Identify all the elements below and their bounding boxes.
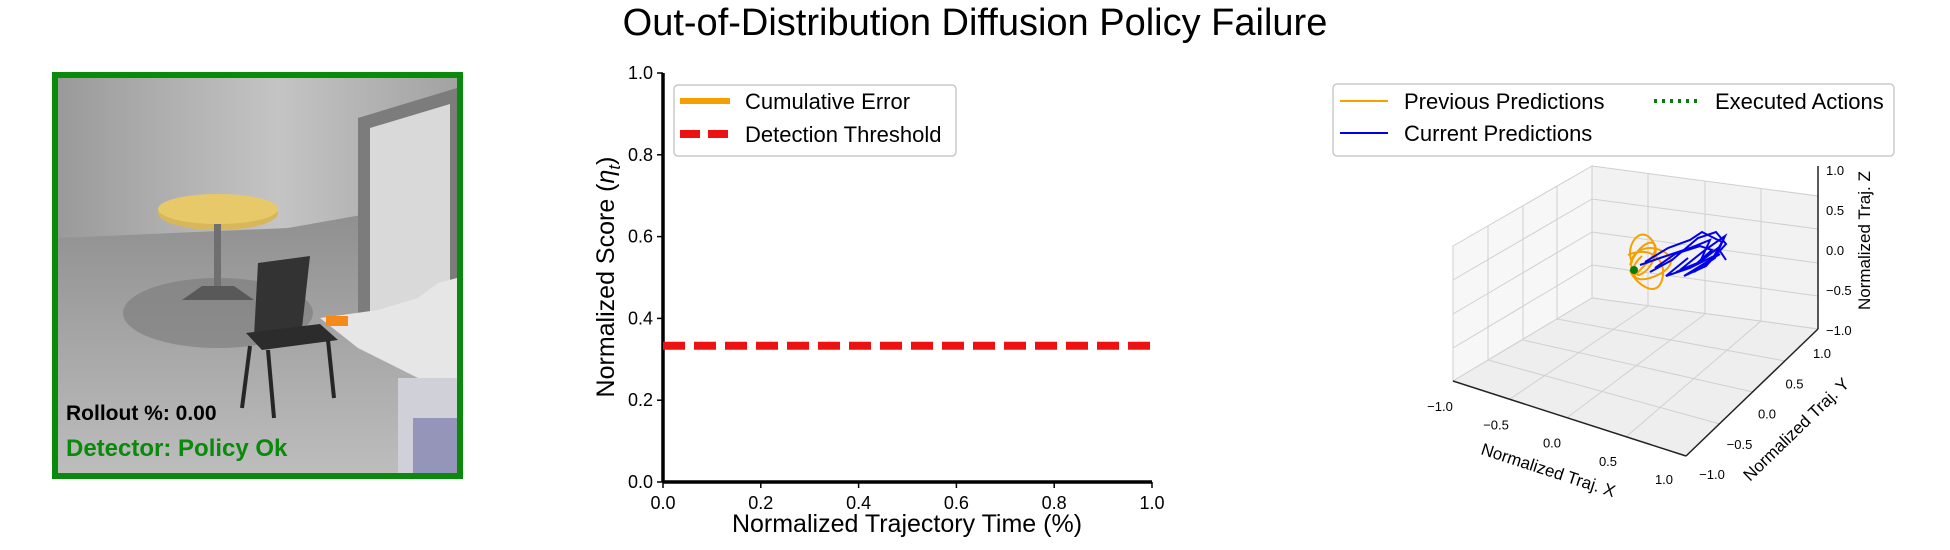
score-chart-legend: Cumulative Error Detection Threshold	[673, 84, 957, 157]
3d-axes	[1452, 166, 1819, 457]
score-chart-ticks: 0.0 0.2 0.4 0.6 0.8 1.0 0.0 0.2 0.4 0.6 0.8 1.0	[628, 63, 1165, 513]
score-chart-xlabel: Normalized Trajectory Time (%)	[732, 510, 1082, 538]
y-tick-label: 0.6	[628, 227, 653, 247]
z3d-tick-label: 1.0	[1826, 163, 1844, 178]
current-predictions-line-4	[1654, 244, 1727, 273]
x3d-tick-label: 0.5	[1599, 454, 1617, 469]
x3d-tick-label: −1.0	[1427, 399, 1453, 414]
previous-predictions-line-1	[1629, 233, 1657, 276]
x-tick-label: 0.8	[1042, 493, 1067, 513]
y3d-tick-label: 0.5	[1785, 376, 1803, 391]
detector-status-label: Detector: Policy Ok	[66, 435, 288, 462]
legend-threshold-label: Detection Threshold	[745, 122, 942, 147]
legend-cumulative-error-label: Cumulative Error	[745, 89, 910, 114]
y3d-tick-label: 0.0	[1758, 407, 1776, 422]
current-predictions-line-3	[1644, 230, 1724, 277]
rollout-percent-label: Rollout %: 0.00	[66, 402, 217, 425]
y3d-tick-label: 1.0	[1813, 346, 1831, 361]
z3d-tick-label: −0.5	[1826, 283, 1852, 298]
score-chart-ylabel: Normalized Score (ηt)	[592, 157, 624, 398]
executed-actions-point	[1630, 266, 1638, 274]
y-tick-label: 0.2	[628, 390, 653, 410]
3d-legend: Previous Predictions Current Predictions…	[1332, 83, 1895, 157]
y3d-tick-label: −1.0	[1699, 467, 1725, 482]
z3d-tick-label: 0.5	[1826, 203, 1844, 218]
x-tick-label: 0.0	[650, 493, 675, 513]
legend-current-label: Current Predictions	[1404, 121, 1592, 146]
z3d-tick-label: −1.0	[1826, 323, 1852, 338]
3d-tick-labels: −1.0−0.50.00.51.0 −1.0−0.50.00.51.0−1.0−0…	[1427, 163, 1852, 487]
robot-scene-image	[58, 78, 457, 473]
x3d-tick-label: −0.5	[1483, 417, 1509, 432]
x3d-tick-label: 1.0	[1655, 472, 1673, 487]
legend-executed-label: Executed Actions	[1715, 89, 1884, 114]
legend-previous-label: Previous Predictions	[1404, 89, 1605, 114]
y3d-tick-label: −0.5	[1727, 437, 1753, 452]
figure-title: Out-of-Distribution Diffusion Policy Fai…	[622, 2, 1328, 44]
x-tick-label: 1.0	[1139, 493, 1164, 513]
camera-view-panel	[52, 72, 463, 479]
y-tick-label: 0.4	[628, 308, 653, 328]
y-tick-label: 0.8	[628, 145, 653, 165]
x-tick-label: 0.4	[846, 493, 871, 513]
y-tick-label: 0.0	[628, 472, 653, 492]
x-tick-label: 0.2	[748, 493, 773, 513]
x-tick-label: 0.6	[944, 493, 969, 513]
y-tick-label: 1.0	[628, 63, 653, 83]
z3d-tick-label: 0.0	[1826, 243, 1844, 258]
3d-zlabel: Normalized Traj. Z	[1855, 171, 1874, 310]
3d-trajectories	[1627, 230, 1728, 290]
x3d-tick-label: 0.0	[1543, 436, 1561, 451]
previous-predictions-line-2	[1630, 247, 1672, 281]
previous-predictions-line-3	[1627, 250, 1665, 290]
